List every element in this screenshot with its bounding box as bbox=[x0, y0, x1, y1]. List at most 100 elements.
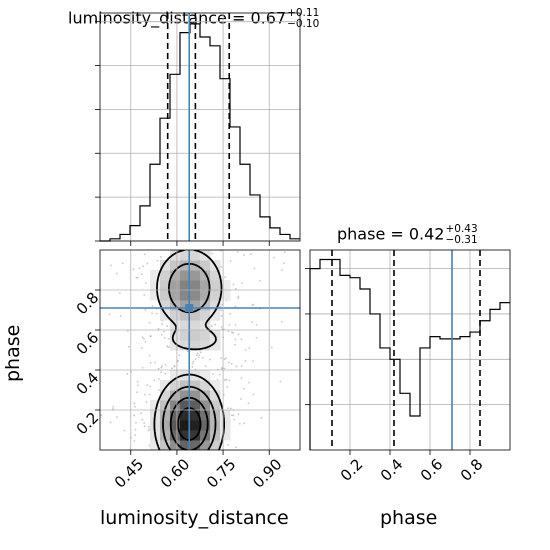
density-cell bbox=[190, 340, 201, 351]
scatter-point bbox=[237, 297, 240, 300]
scatter-point bbox=[124, 237, 126, 239]
scatter-point bbox=[234, 476, 236, 478]
title-luminosity-distance-minus: −0.10 bbox=[287, 18, 320, 30]
title-phase: phase = 0.42 +0.43 −0.31 bbox=[337, 224, 478, 246]
density-cell bbox=[190, 270, 201, 281]
scatter-point bbox=[195, 354, 198, 357]
density-cell bbox=[190, 430, 201, 441]
scatter-point bbox=[209, 358, 211, 361]
scatter-point bbox=[149, 385, 152, 388]
density-cell bbox=[210, 270, 221, 281]
density-cell bbox=[220, 410, 231, 421]
scatter-point bbox=[229, 260, 232, 262]
scatter-point bbox=[212, 373, 215, 375]
density-cell bbox=[180, 380, 191, 391]
scatter-point bbox=[153, 482, 155, 484]
scatter-point bbox=[154, 361, 156, 364]
scatter-point bbox=[232, 283, 235, 286]
scatter-point bbox=[146, 384, 149, 387]
scatter-point bbox=[149, 539, 151, 541]
scatter-point bbox=[126, 372, 129, 375]
scatter-point bbox=[280, 269, 283, 271]
scatter-point bbox=[192, 493, 194, 495]
density-cell bbox=[170, 330, 181, 341]
hist-ld-frame bbox=[99, 12, 301, 242]
contour-level-0 bbox=[153, 250, 225, 450]
scatter-point bbox=[137, 452, 139, 454]
scatter-point bbox=[242, 387, 245, 390]
density-cell bbox=[170, 440, 181, 450]
density-cell bbox=[170, 340, 181, 351]
scatter-point bbox=[160, 333, 163, 336]
scatter-point bbox=[140, 273, 143, 276]
scatter-point bbox=[242, 458, 244, 460]
scatter-point bbox=[155, 459, 157, 461]
scatter-point bbox=[121, 262, 124, 265]
scatter-point bbox=[206, 487, 208, 489]
scatter-point bbox=[235, 446, 238, 449]
density-cell bbox=[180, 410, 191, 421]
scatter-point bbox=[186, 350, 189, 353]
scatter-point bbox=[121, 238, 123, 240]
scatter-point bbox=[225, 378, 228, 381]
scatter-point bbox=[143, 337, 145, 340]
density-cell bbox=[200, 280, 211, 291]
scatter-point bbox=[255, 323, 258, 326]
scatter-point bbox=[135, 421, 137, 424]
scatter-point bbox=[240, 365, 243, 367]
panel-2d-yticklabel-2: 0.6 bbox=[73, 329, 103, 359]
scatter-point bbox=[169, 218, 171, 220]
scatter-point bbox=[206, 225, 208, 227]
scatter-point bbox=[207, 219, 209, 221]
density-cell bbox=[170, 310, 181, 321]
scatter-point bbox=[240, 338, 243, 341]
density-cell bbox=[200, 300, 211, 311]
scatter-point bbox=[198, 354, 201, 356]
density-cell bbox=[190, 420, 201, 431]
scatter-point bbox=[137, 384, 139, 387]
scatter-point bbox=[164, 364, 167, 367]
scatter-point bbox=[260, 416, 263, 419]
scatter-point bbox=[156, 259, 159, 262]
scatter-point bbox=[160, 371, 162, 374]
ylabel-phase: phase bbox=[2, 324, 24, 382]
density-cell bbox=[160, 270, 171, 281]
scatter-point bbox=[252, 220, 254, 222]
scatter-point bbox=[191, 366, 194, 368]
scatter-point bbox=[199, 351, 202, 354]
scatter-point bbox=[232, 414, 235, 417]
scatter-point bbox=[273, 256, 275, 259]
scatter-point bbox=[221, 366, 224, 369]
scatter-point bbox=[191, 362, 194, 365]
scatter-point bbox=[229, 312, 232, 315]
scatter-point bbox=[283, 262, 285, 265]
density-cell bbox=[220, 280, 231, 291]
scatter-point bbox=[151, 312, 153, 315]
title-luminosity-distance-plus: +0.11 bbox=[287, 7, 320, 19]
scatter-point bbox=[141, 366, 144, 369]
panel-2d-xticklabel-1: 0.60 bbox=[157, 455, 193, 491]
density-cell bbox=[180, 290, 191, 301]
density-cell bbox=[160, 400, 171, 411]
scatter-point bbox=[133, 414, 136, 417]
scatter-point bbox=[227, 444, 230, 446]
scatter-point bbox=[168, 460, 170, 462]
scatter-point bbox=[227, 407, 229, 409]
scatter-point bbox=[126, 329, 129, 332]
density-cell bbox=[180, 320, 191, 331]
scatter-point bbox=[166, 210, 168, 212]
scatter-point bbox=[141, 336, 144, 339]
scatter-point bbox=[235, 365, 238, 368]
scatter-point bbox=[112, 406, 115, 408]
scatter-point bbox=[143, 393, 146, 396]
scatter-point bbox=[112, 408, 114, 410]
density-cell bbox=[160, 380, 171, 391]
density-cell bbox=[160, 280, 171, 291]
scatter-point bbox=[155, 312, 158, 315]
density-cell bbox=[170, 390, 181, 401]
scatter-point bbox=[194, 478, 196, 480]
scatter-point bbox=[144, 282, 147, 285]
scatter-point bbox=[220, 309, 223, 312]
scatter-point bbox=[228, 323, 231, 326]
